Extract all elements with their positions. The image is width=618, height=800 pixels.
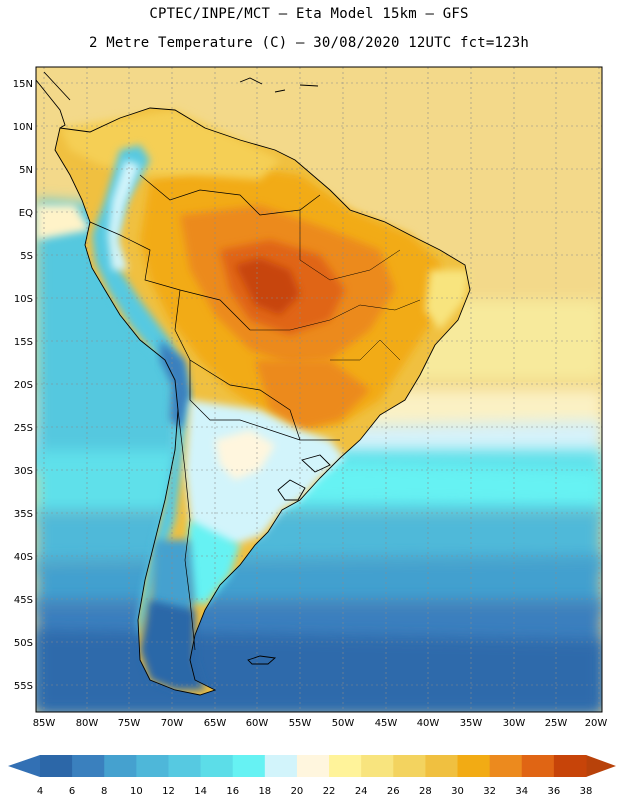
colorbar-cell	[521, 755, 555, 777]
colorbar-cell	[553, 755, 587, 777]
colorbar-cell	[40, 755, 73, 777]
colorbar-cell	[168, 755, 202, 777]
coastlines	[36, 71, 471, 696]
lat-label: 5S	[20, 251, 33, 262]
map-frame	[35, 66, 603, 713]
lat-label: 20S	[14, 380, 33, 391]
colorbar-label: 36	[548, 786, 561, 797]
colorbar-label: 6	[69, 786, 75, 797]
lat-label: 45S	[14, 595, 33, 606]
lon-label: 40W	[417, 718, 440, 729]
lat-label: 10N	[13, 122, 33, 133]
lat-label: 25S	[14, 423, 33, 434]
colorbar-label: 34	[515, 786, 528, 797]
colorbar-cell	[264, 755, 298, 777]
colorbar-label: 24	[355, 786, 368, 797]
lon-label: 80W	[76, 718, 99, 729]
colorbar-label: 18	[258, 786, 271, 797]
lon-label: 25W	[545, 718, 568, 729]
lat-label: 50S	[14, 638, 33, 649]
lon-label: 35W	[460, 718, 483, 729]
colorbar-cell	[393, 755, 426, 777]
lat-label: 15N	[13, 79, 33, 90]
colorbar-cell	[200, 755, 234, 777]
lat-label: 40S	[14, 552, 33, 563]
colorbar-high-arrow	[586, 755, 616, 777]
lat-label: 5N	[19, 165, 33, 176]
lon-label: 45W	[375, 718, 398, 729]
colorbar-label: 28	[419, 786, 432, 797]
lat-label: 15S	[14, 337, 33, 348]
lat-label: 10S	[14, 294, 33, 305]
colorbar-label: 20	[291, 786, 304, 797]
colorbar-cell	[136, 755, 169, 777]
colorbar-cell	[329, 755, 362, 777]
map-title: CPTEC/INPE/MCT – Eta Model 15km – GFS	[149, 6, 469, 22]
colorbar-cell	[104, 755, 137, 777]
lat-label: 30S	[14, 466, 33, 477]
lon-label: 60W	[246, 718, 269, 729]
colorbar-label: 4	[37, 786, 43, 797]
lon-label: 20W	[585, 718, 608, 729]
lat-label: 35S	[14, 509, 33, 520]
lon-label: 70W	[161, 718, 184, 729]
colorbar-label: 30	[451, 786, 464, 797]
colorbar-label: 32	[483, 786, 496, 797]
colorbar-cell	[296, 755, 330, 777]
lat-label: 55S	[14, 681, 33, 692]
longitude-axis: 85W 80W 75W 70W 65W 60W 55W 50W 45W 40W …	[33, 718, 608, 729]
latitude-axis: 15N 10N 5N EQ 5S 10S 15S 20S 25S 30S 35S…	[13, 79, 33, 692]
lon-label: 30W	[503, 718, 526, 729]
colorbar-low-arrow	[8, 755, 40, 777]
colorbar-label: 38	[580, 786, 593, 797]
map-grid	[36, 67, 602, 712]
lon-label: 50W	[332, 718, 355, 729]
colorbar-cell	[72, 755, 105, 777]
colorbar-cell	[489, 755, 523, 777]
colorbar-label: 10	[130, 786, 143, 797]
colorbar-label: 14	[194, 786, 207, 797]
lon-label: 65W	[204, 718, 227, 729]
colorbar-cell	[425, 755, 459, 777]
colorbar-label: 16	[226, 786, 239, 797]
colorbar-label: 22	[323, 786, 336, 797]
colorbar-cell	[232, 755, 266, 777]
colorbar-cell	[361, 755, 394, 777]
temperature-field	[36, 67, 602, 712]
lon-label: 55W	[289, 718, 312, 729]
lat-label: EQ	[19, 208, 33, 219]
colorbar-label: 12	[162, 786, 175, 797]
lon-label: 85W	[33, 718, 56, 729]
colorbar-cell	[457, 755, 491, 777]
colorbar: 4 6 8 10 12 14 16 18 20 22 24 26 28 30 32 34 36 38	[8, 755, 616, 797]
lon-label: 75W	[118, 718, 141, 729]
colorbar-label: 8	[101, 786, 107, 797]
colorbar-label: 26	[387, 786, 400, 797]
map-subtitle: 2 Metre Temperature (C) – 30/08/2020 12U…	[88, 35, 530, 51]
